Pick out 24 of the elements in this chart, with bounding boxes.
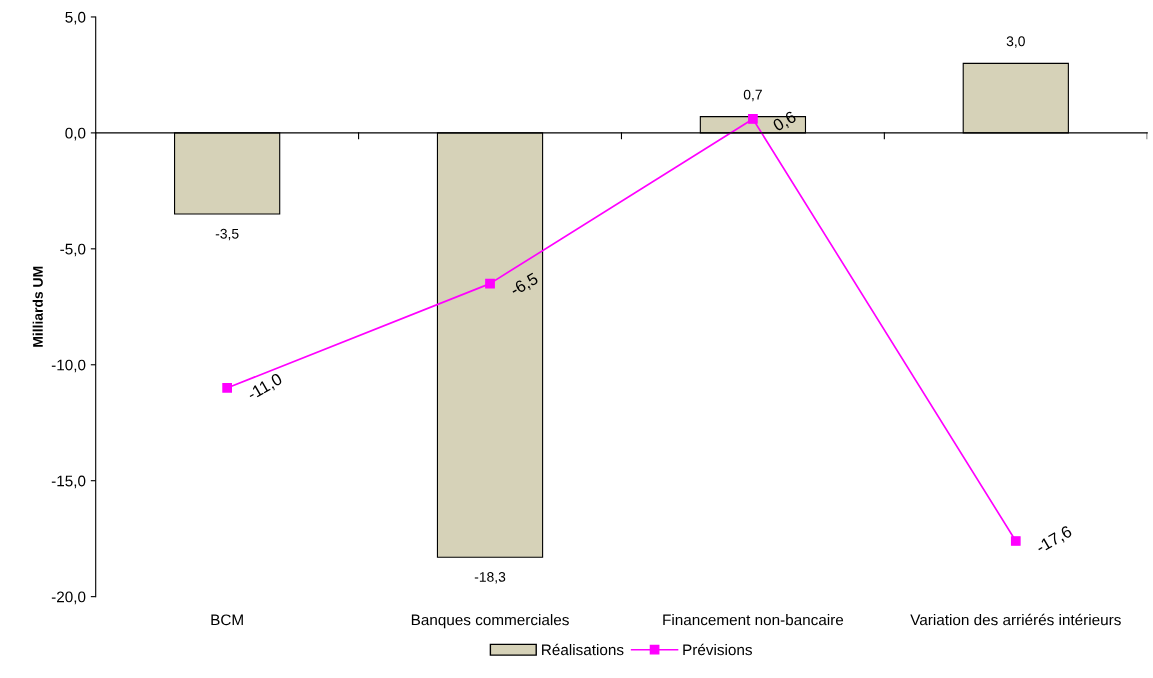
y-tick-label: -15,0 [51, 475, 86, 489]
y-tick-label: 5,0 [65, 11, 86, 25]
x-tick-label: BCM [211, 614, 243, 626]
data-label: -18,3 [474, 571, 506, 584]
y-axis-title: Milliards UM [32, 266, 43, 347]
data-label: -3,5 [215, 228, 239, 241]
data-label: -6,5 [509, 272, 540, 298]
y-tick-label: -5,0 [60, 243, 86, 257]
point [485, 278, 495, 289]
point [1010, 536, 1021, 546]
point [222, 383, 233, 393]
legend-label: Prévisions [683, 643, 752, 656]
y-tick-label: -20,0 [51, 591, 86, 605]
legend-label: Réalisations [542, 643, 624, 656]
data-label: -11,0 [246, 372, 284, 403]
x-tick-label: Financement non-bancaire [663, 614, 844, 626]
y-tick-label: -10,0 [51, 359, 86, 373]
x-tick-label: Variation des arriérés intérieurs [910, 613, 1121, 626]
x-tick-label: Banques commerciales [411, 614, 569, 629]
data-label: -17,6 [1035, 525, 1074, 556]
point [748, 114, 758, 124]
data-label: 3,0 [1006, 36, 1025, 48]
y-tick-label: 0,0 [65, 127, 86, 141]
data-label: 0,7 [743, 89, 762, 102]
